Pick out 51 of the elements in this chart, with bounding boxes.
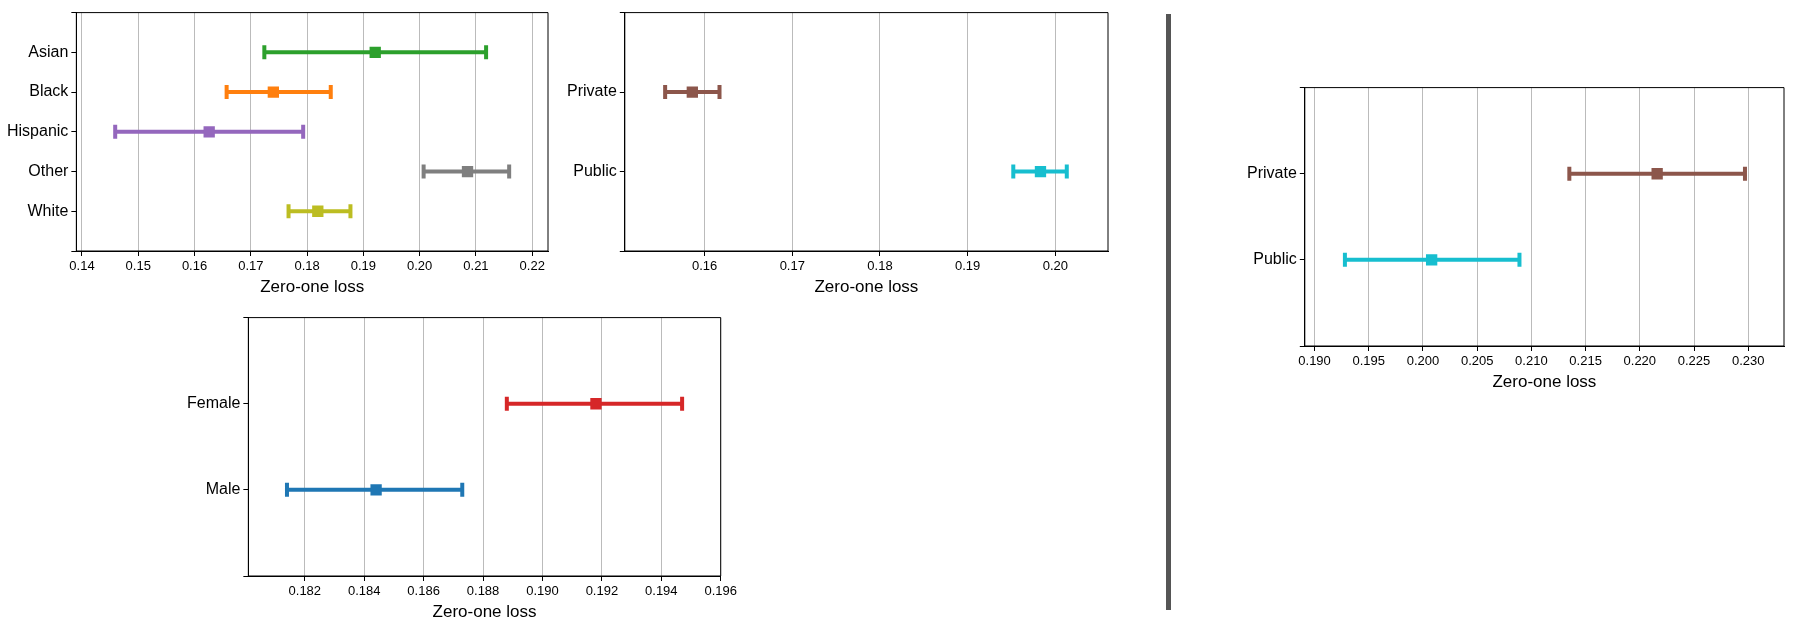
x-axis-title: Zero-one loss <box>432 602 537 622</box>
y-tick-label: Hispanic <box>7 122 69 140</box>
y-tick-label: Male <box>205 480 241 498</box>
x-tick-label: 0.182 <box>288 583 322 599</box>
x-tick-label: 0.184 <box>347 583 381 599</box>
x-tick-label: 0.19 <box>955 258 981 274</box>
x-tick-label: 0.195 <box>1352 353 1386 369</box>
x-tick-label: 0.18 <box>294 258 320 274</box>
x-tick-label: 0.230 <box>1731 353 1765 369</box>
x-axis-title: Zero-one loss <box>1492 372 1597 392</box>
x-tick-label: 0.20 <box>407 258 433 274</box>
x-tick-label: 0.22 <box>519 258 545 274</box>
x-tick-label: 0.192 <box>585 583 619 599</box>
x-tick-label: 0.21 <box>463 258 489 274</box>
x-tick-label: 0.186 <box>407 583 440 599</box>
x-axis-title: Zero-one loss <box>814 277 919 297</box>
x-axis-title: Zero-one loss <box>260 277 365 297</box>
y-tick-label: Public <box>1253 250 1297 268</box>
point <box>461 165 474 178</box>
y-tick-label: Other <box>28 161 70 179</box>
x-tick-label: 0.215 <box>1569 353 1602 369</box>
x-tick-label: 0.15 <box>125 258 151 274</box>
x-tick-label: 0.225 <box>1677 353 1711 369</box>
x-tick-label: 0.20 <box>1042 258 1069 274</box>
x-tick-label: 0.19 <box>350 258 377 274</box>
y-tick-label: White <box>27 201 69 219</box>
x-tick-label: 0.14 <box>69 258 95 274</box>
y-tick-label: Female <box>186 394 241 412</box>
y-tick-label: Public <box>573 161 617 179</box>
y-tick-label: Black <box>29 82 70 100</box>
x-tick-label: 0.220 <box>1623 353 1657 369</box>
y-tick-label: Private <box>1247 164 1297 182</box>
x-tick-label: 0.16 <box>691 258 718 274</box>
x-tick-label: 0.190 <box>526 583 559 599</box>
x-tick-label: 0.194 <box>645 583 678 599</box>
point <box>267 86 279 98</box>
x-tick-label: 0.18 <box>867 258 893 274</box>
point <box>312 205 324 217</box>
y-tick-label: Private <box>567 82 617 100</box>
x-tick-label: 0.205 <box>1460 353 1494 369</box>
x-tick-label: 0.16 <box>181 258 208 274</box>
x-tick-label: 0.196 <box>704 583 738 599</box>
y-tick-label: Asian <box>28 42 69 60</box>
x-tick-label: 0.200 <box>1406 353 1440 369</box>
x-tick-label: 0.17 <box>238 258 264 274</box>
x-tick-label: 0.190 <box>1298 353 1331 369</box>
x-tick-label: 0.17 <box>779 258 805 274</box>
x-tick-label: 0.188 <box>466 583 500 599</box>
point <box>203 126 215 138</box>
point <box>369 46 381 58</box>
x-tick-label: 0.210 <box>1515 353 1548 369</box>
